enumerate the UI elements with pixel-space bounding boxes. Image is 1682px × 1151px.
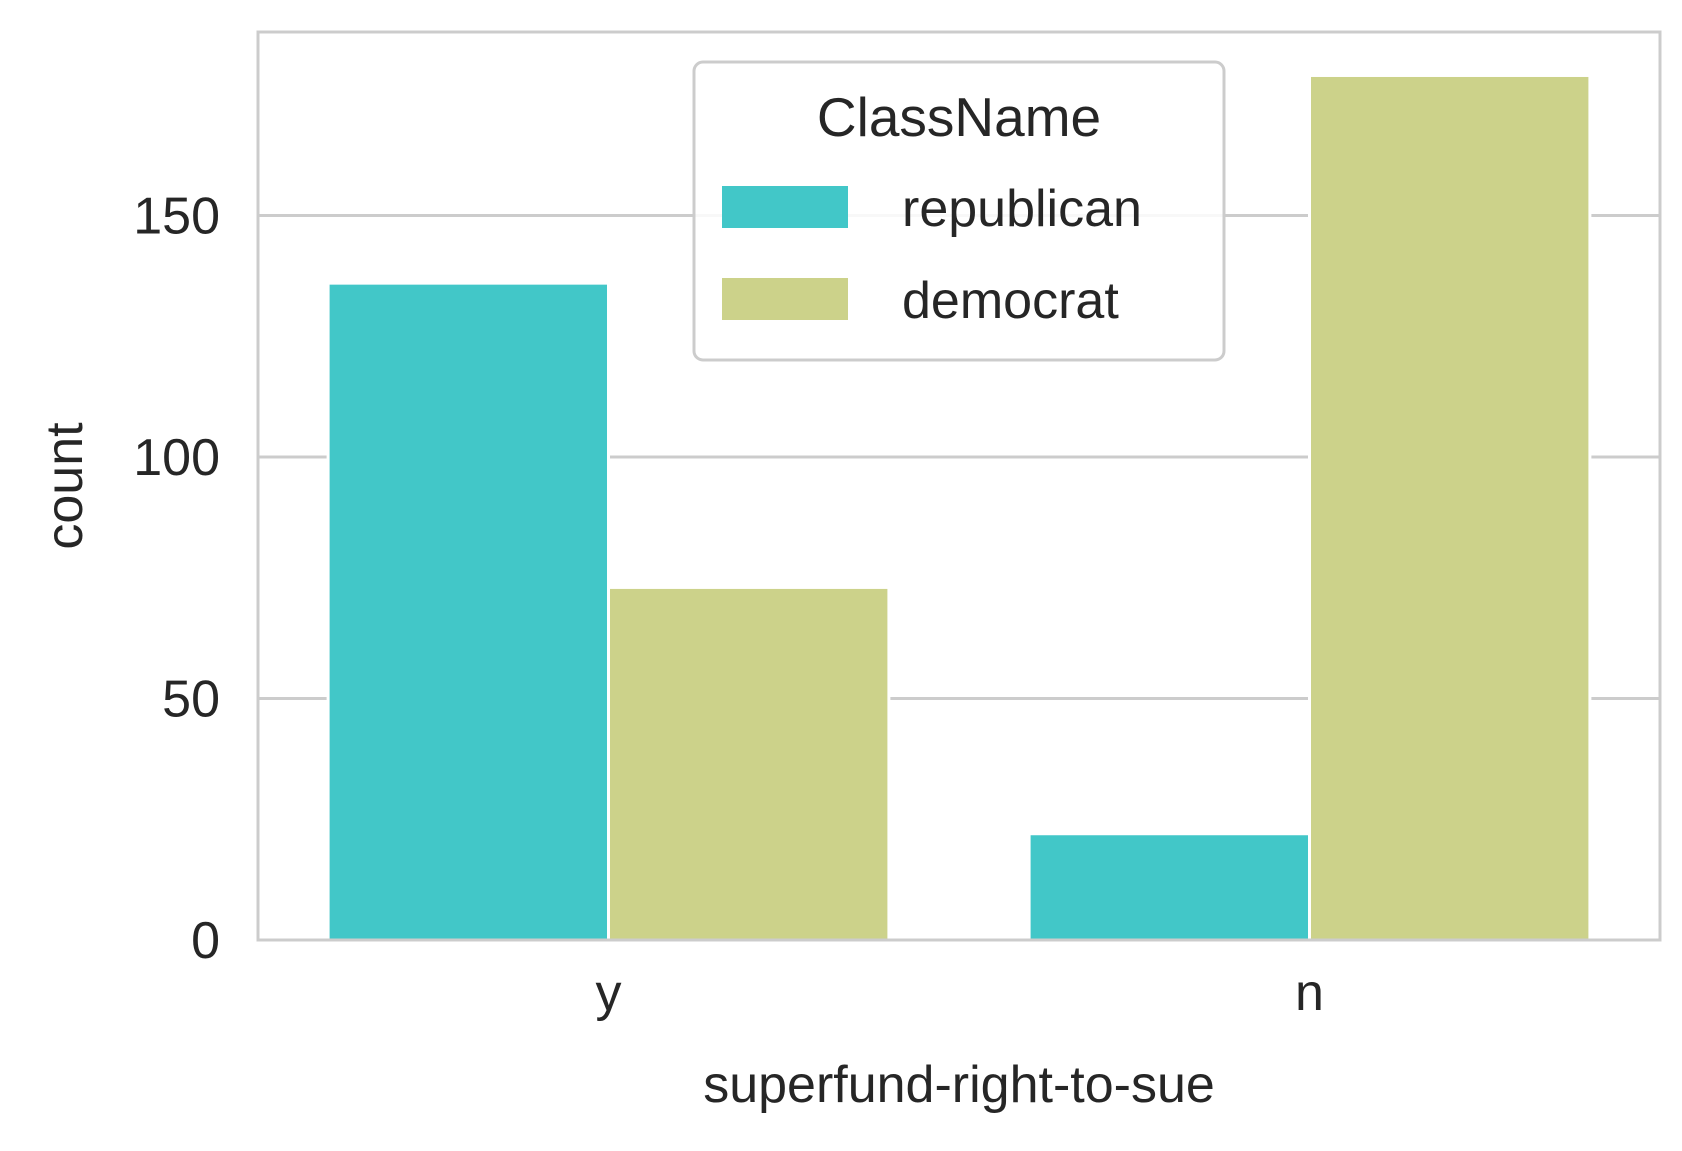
legend-swatch-republican — [722, 186, 848, 228]
y-tick-label: 150 — [133, 188, 220, 246]
legend: ClassName republican democrat — [694, 62, 1224, 360]
x-axis-label: superfund-right-to-sue — [703, 1056, 1215, 1114]
y-tick-label: 50 — [162, 671, 220, 729]
bar-democrat-y — [609, 587, 889, 940]
legend-label-democrat: democrat — [902, 272, 1119, 330]
legend-swatch-democrat — [722, 278, 848, 320]
legend-label-republican: republican — [902, 180, 1142, 238]
bar-republican-y — [328, 283, 608, 940]
legend-title: ClassName — [817, 86, 1101, 148]
y-tick-labels: 0 50 100 150 — [133, 188, 220, 970]
x-tick-label: y — [596, 964, 622, 1022]
x-tick-label: n — [1295, 964, 1324, 1022]
y-axis-label: count — [36, 422, 94, 550]
y-tick-label: 100 — [133, 429, 220, 487]
y-tick-label: 0 — [191, 912, 220, 970]
bar-republican-n — [1029, 834, 1309, 940]
bar-democrat-n — [1310, 75, 1590, 940]
